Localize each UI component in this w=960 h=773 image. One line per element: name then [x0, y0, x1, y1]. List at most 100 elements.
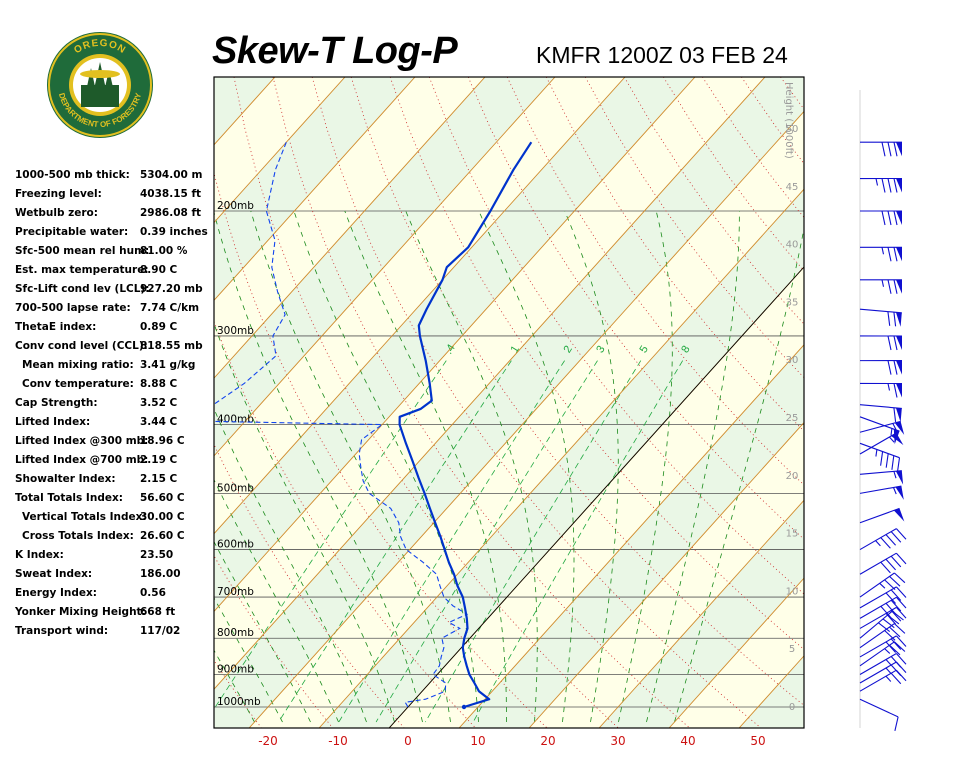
barb-full: [888, 179, 891, 193]
index-row: Vertical Totals Index:30.00 C: [15, 511, 215, 530]
index-row: Mean mixing ratio:3.41 g/kg: [15, 359, 215, 378]
index-label: 700-500 lapse rate:: [15, 302, 131, 314]
index-row: Lifted Index @300 mb:18.96 C: [15, 435, 215, 454]
index-label: ThetaE index:: [15, 321, 96, 333]
index-value: 3.41 g/kg: [140, 359, 195, 371]
barb-full: [898, 458, 900, 472]
index-value: 23.50: [140, 549, 173, 561]
dry-adiabat: [898, 77, 960, 728]
index-label: Sfc-Lift cond lev (LCL):: [15, 283, 149, 295]
surface-point: [462, 705, 466, 709]
x-tick-label: -10: [328, 734, 348, 748]
barb-full: [896, 597, 906, 608]
barb-full: [894, 211, 897, 225]
dry-adiabat: [937, 77, 960, 728]
station-time-label: KMFR 1200Z 03 FEB 24: [536, 42, 788, 69]
wind-barb: [860, 336, 902, 350]
index-label: Lifted Index:: [15, 416, 90, 428]
wind-barb: [860, 383, 902, 397]
x-tick-label: 50: [750, 734, 765, 748]
index-value: 0.89 C: [140, 321, 177, 333]
barb-half: [876, 450, 877, 457]
x-tick-label: 40: [680, 734, 695, 748]
index-value: 2.15 C: [140, 473, 177, 485]
index-row: ThetaE index: 0.89 C: [15, 321, 215, 340]
index-row: Conv cond level (CCL):818.55 mb: [15, 340, 215, 359]
index-row: Total Totals Index: 56.60 C: [15, 492, 215, 511]
barb-full: [894, 624, 905, 634]
index-row: Sweat Index:186.00: [15, 568, 215, 587]
barb-staff: [860, 508, 900, 522]
index-row: Cap Strength:3.52 C: [15, 397, 215, 416]
barb-full: [896, 553, 906, 564]
index-label: Sweat Index:: [15, 568, 92, 580]
barb-half: [894, 471, 896, 478]
barb-full: [895, 717, 898, 731]
barb-staff: [860, 573, 894, 597]
barb-full: [888, 312, 890, 326]
index-label: Est. max temperature:: [15, 264, 149, 276]
barb-full: [891, 532, 901, 543]
index-label: Sfc-500 mean rel hum:: [15, 245, 149, 257]
wind-barb: [860, 654, 906, 675]
index-value: 117/02: [140, 625, 180, 637]
index-row: Freezing level:4038.15 ft: [15, 188, 215, 207]
index-value: 26.60 C: [140, 530, 185, 542]
wind-barb: [860, 508, 904, 522]
x-tick-label: 30: [610, 734, 625, 748]
barb-flag: [894, 508, 905, 521]
barb-full: [894, 312, 896, 326]
index-value: 0.39 inches: [140, 226, 208, 238]
barb-full: [888, 211, 891, 225]
index-row: Est. max temperature:8.90 C: [15, 264, 215, 283]
barb-staff: [860, 662, 896, 683]
wind-barb: [860, 309, 902, 327]
wind-barb-column: [860, 90, 906, 731]
pressure-label: 200mb: [217, 200, 254, 212]
dry-adiabat: [820, 77, 960, 728]
barb-full: [888, 336, 891, 350]
barb-full: [892, 456, 894, 470]
index-value: 30.00 C: [140, 511, 185, 523]
index-value: 56.60 C: [140, 492, 185, 504]
wind-barb: [860, 443, 900, 472]
wind-barb: [860, 471, 903, 485]
barb-full: [894, 179, 897, 193]
height-tick-label: 25: [786, 413, 799, 424]
barb-half: [882, 280, 884, 287]
barb-full: [894, 336, 897, 350]
index-row: Yonker Mixing Height:668 ft: [15, 606, 215, 625]
index-label: Total Totals Index:: [15, 492, 123, 504]
index-row: Precipitable water:0.39 inches: [15, 226, 215, 245]
x-tick-label: 10: [470, 734, 485, 748]
barb-half: [891, 428, 892, 435]
barb-full: [896, 607, 906, 618]
barb-full: [882, 179, 885, 193]
index-value: 81.00 %: [140, 245, 187, 257]
barb-full: [888, 361, 891, 375]
barb-full: [881, 538, 891, 549]
height-tick-label: 35: [786, 297, 799, 308]
index-value: 0.56: [140, 587, 166, 599]
pressure-label: 300mb: [217, 325, 254, 337]
barb-staff: [860, 433, 896, 454]
barb-flag: [896, 312, 902, 326]
barb-staff: [860, 654, 896, 675]
wind-barb: [860, 179, 902, 193]
barb-staff: [860, 405, 902, 409]
barb-full: [885, 631, 896, 641]
index-value: 8.90 C: [140, 264, 177, 276]
index-value: 3.44 C: [140, 416, 177, 428]
barb-full: [894, 280, 897, 294]
index-value: 2986.08 ft: [140, 207, 201, 219]
wind-barb: [860, 529, 906, 550]
barb-flag: [896, 408, 902, 422]
index-label: 1000-500 mb thick:: [15, 169, 130, 181]
wind-barb: [860, 573, 905, 597]
index-row: Energy Index:0.56: [15, 587, 215, 606]
dry-adiabat: [859, 77, 960, 728]
barb-full: [894, 142, 897, 156]
barb-staff: [860, 670, 896, 691]
height-tick-label: 15: [786, 529, 799, 540]
